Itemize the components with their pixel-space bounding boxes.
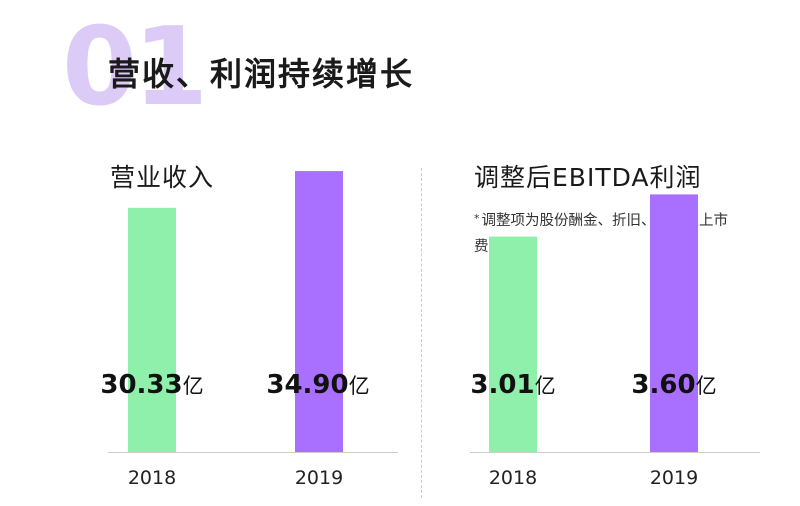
revenue-chart: 30.33亿 2018 34.90亿 2019 [100,171,398,489]
x-tick-label: 2019 [295,467,343,489]
ebitda-chart: 3.01亿 2018 3.60亿 2019 [470,194,760,489]
data-label-2018: 3.01亿 [470,370,555,400]
section-number: 01 [62,5,208,130]
panel-divider [421,168,422,498]
bar-2018 [489,236,537,452]
data-label-2019: 34.90亿 [266,370,369,400]
x-tick-label: 2018 [128,467,176,489]
bar-2019 [650,194,698,452]
note-asterisk: * [474,212,480,225]
data-label-2018: 30.33亿 [100,370,203,400]
x-tick-label: 2019 [650,467,698,489]
bar-2018 [128,207,176,452]
x-tick-label: 2018 [489,467,537,489]
bar-2019 [295,171,343,452]
page-title: 营收、利润持续增长 [108,55,415,93]
data-label-2019: 3.60亿 [631,370,716,400]
revenue-chart-title: 营业收入 [110,163,215,192]
ebitda-chart-title: 调整后EBITDA利润 [474,163,702,192]
